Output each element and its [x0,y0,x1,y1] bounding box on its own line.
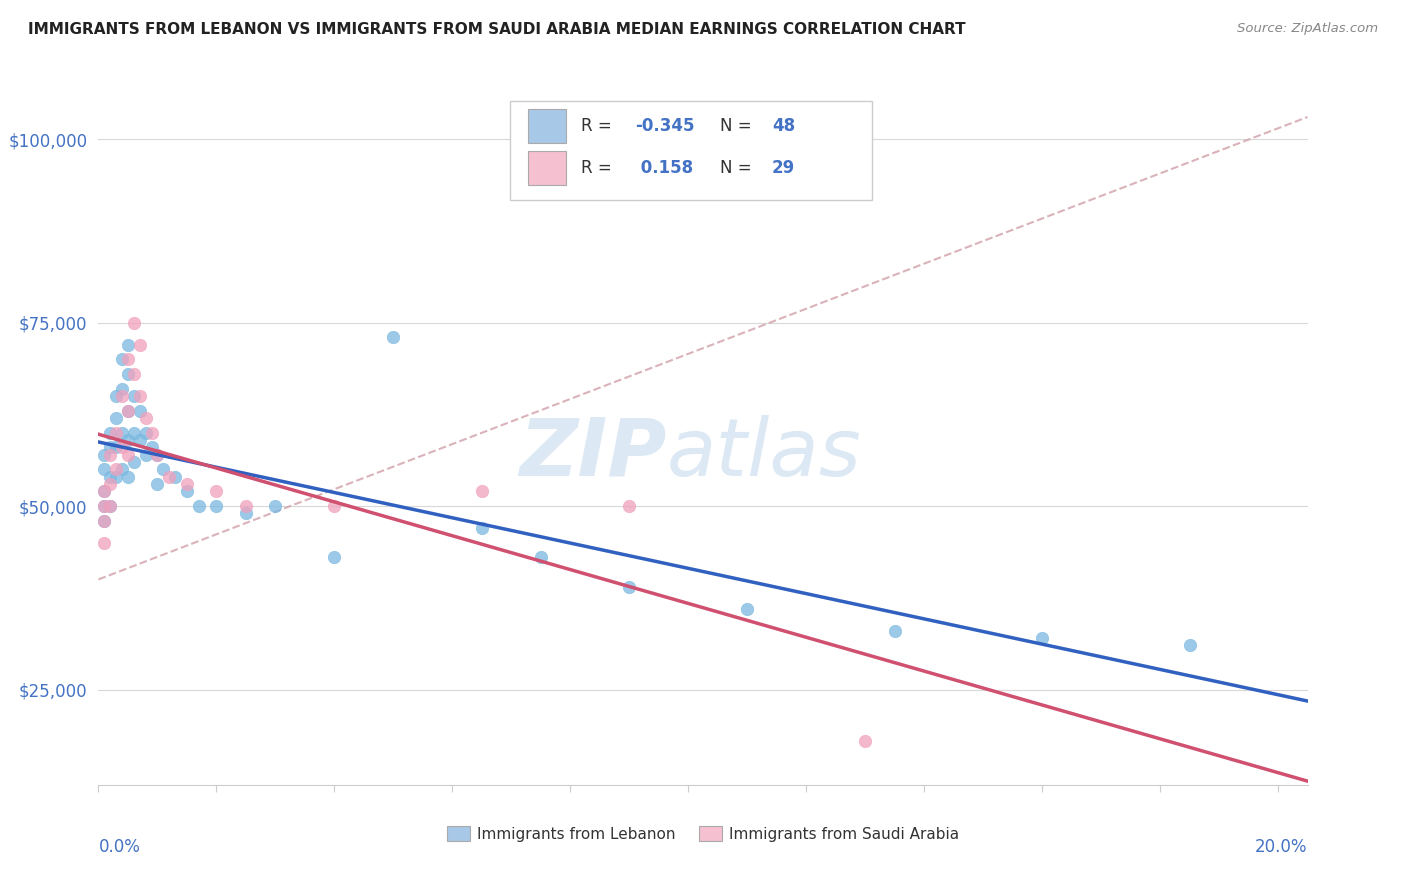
Point [93,462,115,476]
Point [105,469,128,483]
Point [176,484,198,499]
Point [205,499,228,513]
Point [853,734,876,748]
Point [117,433,139,447]
FancyBboxPatch shape [527,152,567,186]
Point [530,550,553,565]
Point [205,484,228,499]
Point [98,477,121,491]
Point [117,403,139,417]
Point [135,425,157,440]
Text: 0.158: 0.158 [636,160,693,178]
Point [105,425,128,440]
Point [111,462,134,476]
Text: R =: R = [581,117,617,135]
Point [93,499,115,513]
Text: 29: 29 [772,160,796,178]
FancyBboxPatch shape [527,109,567,143]
Point [157,469,180,483]
Point [122,425,145,440]
Point [128,433,150,447]
Point [105,440,128,454]
Point [98,469,121,483]
Point [146,448,169,462]
Point [105,462,128,476]
Point [98,425,121,440]
Point [1031,631,1053,645]
Text: IMMIGRANTS FROM LEBANON VS IMMIGRANTS FROM SAUDI ARABIA MEDIAN EARNINGS CORRELAT: IMMIGRANTS FROM LEBANON VS IMMIGRANTS FR… [28,22,966,37]
Point [117,352,139,367]
Point [128,337,150,351]
Point [93,514,115,528]
Point [235,499,257,513]
Point [111,440,134,454]
Point [98,440,121,454]
Text: atlas: atlas [666,415,862,492]
Text: R =: R = [581,160,617,178]
Point [264,499,287,513]
Point [1178,639,1201,653]
Point [883,624,905,638]
Text: -0.345: -0.345 [636,117,695,135]
Point [122,316,145,330]
Point [111,382,134,396]
Point [111,389,134,403]
Point [141,440,163,454]
Text: N =: N = [720,117,756,135]
Point [93,484,115,499]
Point [93,448,115,462]
Point [471,521,494,535]
Text: 20.0%: 20.0% [1256,838,1308,855]
Point [111,425,134,440]
Point [117,367,139,381]
Point [135,448,157,462]
Point [165,469,187,483]
Point [382,330,405,344]
Point [117,448,139,462]
Point [122,367,145,381]
Point [105,389,128,403]
Point [176,477,198,491]
Point [135,411,157,425]
Point [93,535,115,549]
Legend: Immigrants from Lebanon, Immigrants from Saudi Arabia: Immigrants from Lebanon, Immigrants from… [440,820,966,847]
Point [187,499,209,513]
FancyBboxPatch shape [509,102,872,200]
Point [93,499,115,513]
Point [98,499,121,513]
Point [105,411,128,425]
Point [117,337,139,351]
Point [128,403,150,417]
Point [146,448,169,462]
Point [141,425,163,440]
Point [98,448,121,462]
Point [117,403,139,417]
Point [619,580,641,594]
Point [93,484,115,499]
Point [122,455,145,469]
Point [128,389,150,403]
Text: N =: N = [720,160,756,178]
Point [235,507,257,521]
Point [111,352,134,367]
Point [323,499,346,513]
Point [98,499,121,513]
Text: Source: ZipAtlas.com: Source: ZipAtlas.com [1237,22,1378,36]
Point [152,462,174,476]
Text: ZIP: ZIP [519,415,666,492]
Point [471,484,494,499]
Point [93,514,115,528]
Point [619,499,641,513]
Point [122,389,145,403]
Point [146,477,169,491]
Point [735,602,758,616]
Text: 0.0%: 0.0% [98,838,141,855]
Point [323,550,346,565]
Text: 48: 48 [772,117,794,135]
Point [117,469,139,483]
